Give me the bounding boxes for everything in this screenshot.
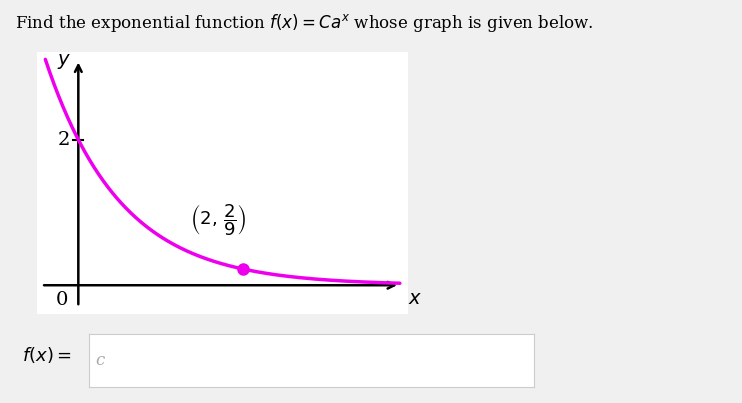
Text: $\left(2,\,\dfrac{2}{9}\right)$: $\left(2,\,\dfrac{2}{9}\right)$ xyxy=(190,202,247,238)
Text: $y$: $y$ xyxy=(57,52,72,71)
Text: 2: 2 xyxy=(58,131,70,149)
Text: $x$: $x$ xyxy=(408,290,422,308)
Text: Find the exponential function $f(x) = Ca^x$ whose graph is given below.: Find the exponential function $f(x) = Ca… xyxy=(15,12,594,34)
Text: 0: 0 xyxy=(56,291,68,309)
Text: $f(x) = $: $f(x) = $ xyxy=(22,345,72,365)
Text: c: c xyxy=(96,352,105,369)
